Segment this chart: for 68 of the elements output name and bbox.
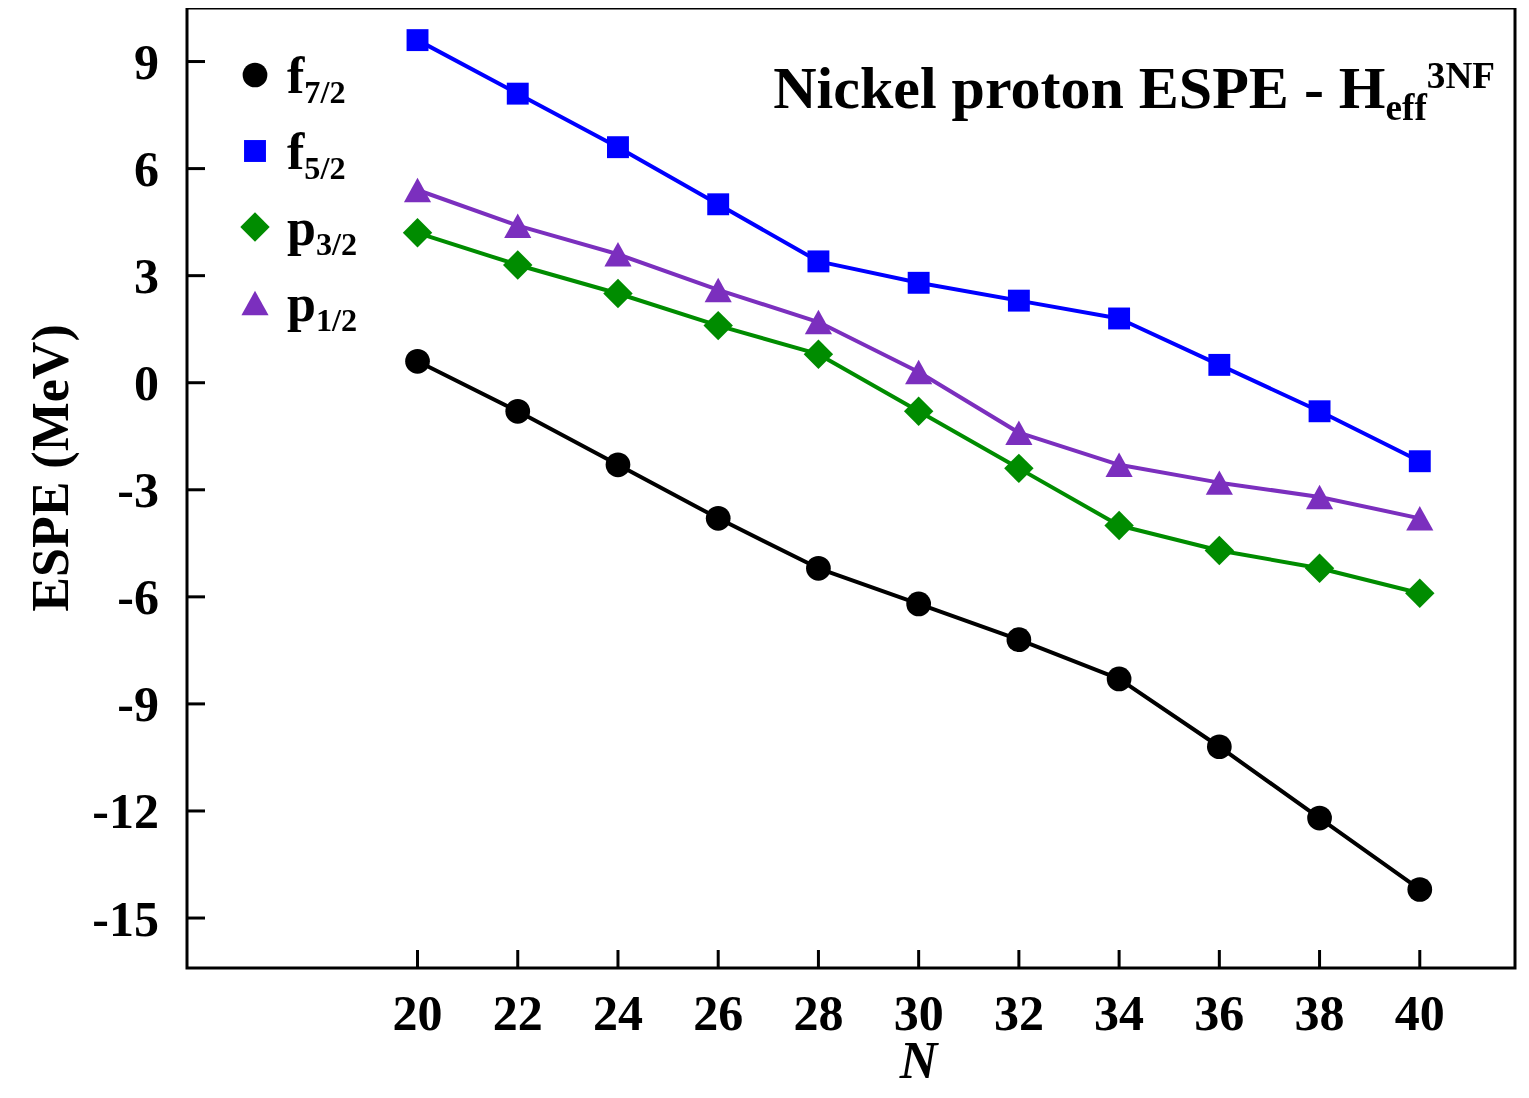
point bbox=[607, 136, 629, 159]
x-tick-label: 40 bbox=[1394, 985, 1445, 1041]
point bbox=[1208, 353, 1231, 376]
point bbox=[804, 309, 833, 335]
y-tick-label: 6 bbox=[134, 141, 159, 198]
point bbox=[503, 250, 533, 280]
point bbox=[907, 271, 930, 294]
point bbox=[1406, 506, 1434, 531]
point bbox=[1204, 535, 1235, 566]
point bbox=[1408, 450, 1431, 473]
point bbox=[1304, 553, 1335, 584]
x-tick-label: 36 bbox=[1194, 985, 1245, 1041]
point bbox=[605, 452, 631, 478]
point bbox=[704, 277, 732, 303]
point bbox=[1106, 666, 1132, 692]
point bbox=[603, 278, 633, 309]
x-tick-label: 22 bbox=[492, 985, 543, 1041]
x-tick-label: 28 bbox=[793, 985, 844, 1041]
legend-label: p$_{3/2}$ bbox=[287, 199, 358, 263]
point bbox=[1308, 400, 1331, 423]
point bbox=[803, 339, 834, 369]
point bbox=[707, 193, 730, 216]
y-tick-label: -3 bbox=[117, 462, 159, 519]
point bbox=[1307, 805, 1332, 831]
point bbox=[1206, 734, 1232, 760]
point bbox=[506, 82, 529, 105]
point bbox=[1005, 420, 1033, 445]
point bbox=[905, 359, 933, 385]
point bbox=[402, 218, 433, 248]
point bbox=[1004, 453, 1034, 484]
point bbox=[703, 310, 733, 341]
point bbox=[1104, 510, 1134, 541]
x-tick-label: 32 bbox=[993, 985, 1044, 1041]
point bbox=[504, 213, 532, 238]
x-tick-label: 24 bbox=[592, 985, 643, 1041]
point bbox=[505, 398, 531, 424]
point bbox=[1108, 307, 1131, 330]
legend-label: p$_{1/2}$ bbox=[287, 275, 358, 339]
y-tick-label: -12 bbox=[92, 783, 159, 840]
x-tick-label: 38 bbox=[1294, 985, 1345, 1041]
x-tick-label: 34 bbox=[1094, 985, 1145, 1041]
legend-label: f$_{7/2}$ bbox=[287, 47, 346, 111]
point bbox=[1205, 470, 1233, 495]
point bbox=[906, 591, 932, 617]
x-tick-label: 26 bbox=[693, 985, 744, 1041]
point bbox=[1006, 627, 1032, 653]
point bbox=[1407, 877, 1433, 902]
point bbox=[406, 29, 429, 52]
y-tick-label: -9 bbox=[117, 676, 159, 733]
point bbox=[1305, 484, 1334, 510]
point bbox=[1007, 289, 1030, 312]
y-tick-label: -15 bbox=[92, 890, 159, 947]
point bbox=[1405, 578, 1435, 608]
y-axis-title: ESPE (MeV) bbox=[22, 324, 80, 612]
point bbox=[705, 506, 731, 531]
point bbox=[604, 242, 632, 267]
y-tick-label: -6 bbox=[117, 569, 159, 626]
point bbox=[405, 348, 430, 374]
point bbox=[1105, 452, 1133, 478]
point bbox=[903, 396, 934, 426]
point bbox=[403, 177, 432, 203]
legend-label: f$_{5/2}$ bbox=[287, 123, 346, 187]
y-tick-label: 0 bbox=[134, 355, 159, 412]
y-tick-label: 3 bbox=[134, 248, 159, 305]
point bbox=[807, 250, 830, 273]
y-tick-label: 9 bbox=[134, 34, 159, 91]
x-tick-label: 20 bbox=[392, 985, 443, 1041]
point bbox=[806, 555, 831, 581]
